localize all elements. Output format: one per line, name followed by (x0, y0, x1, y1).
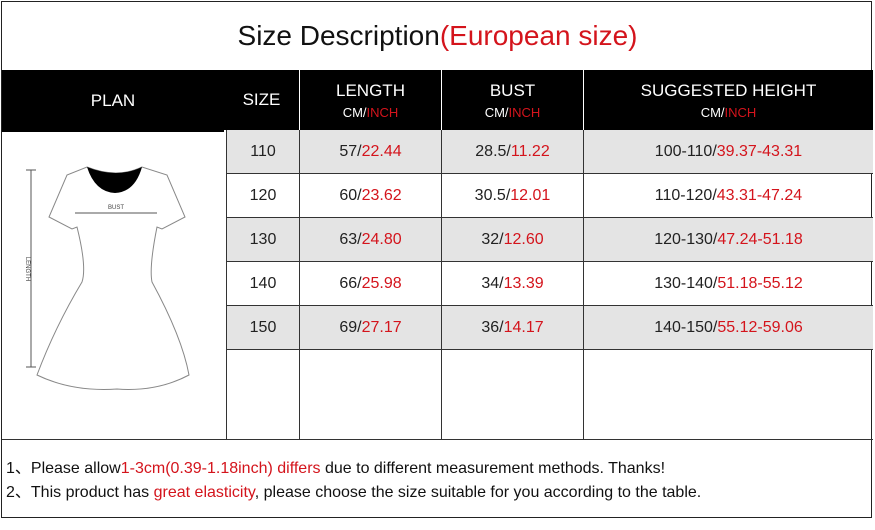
table-cell-size: 130 (226, 218, 299, 262)
cell-inch: 14.17 (503, 318, 544, 336)
table-cell-bust: 32/12.60 (441, 218, 583, 262)
table-cell-size: 110 (226, 130, 299, 174)
cell-inch: 22.44 (361, 142, 402, 160)
table-cell-height: 110-120/43.31-47.24 (583, 174, 873, 218)
size-chart: Size Description (European size) PLAN SIZ… (1, 1, 873, 518)
cell-cm: 110-120/ (654, 186, 717, 204)
bust-label: BUST (108, 205, 124, 211)
column-divider (583, 130, 584, 439)
cell-cm: 60/ (339, 186, 362, 204)
cell-cm: 120 (249, 186, 277, 204)
cell-inch: 23.62 (361, 186, 402, 204)
table-cell-height: 100-110/39.37-43.31 (583, 130, 873, 174)
cell-cm: 34/ (481, 274, 504, 292)
cell-cm: 100-110/ (654, 142, 717, 160)
table-cell-bust: 30.5/12.01 (441, 174, 583, 218)
unit-cm: CM/ (342, 104, 367, 120)
cell-cm: 150 (249, 318, 277, 336)
cell-inch: 12.01 (510, 186, 551, 204)
cell-cm: 63/ (339, 230, 362, 248)
cell-cm: 66/ (339, 274, 362, 292)
unit-cm: CM/ (484, 104, 509, 120)
cell-cm: 36/ (481, 318, 504, 336)
header-bust-unit: CM/INCH (485, 105, 541, 120)
dress-diagram: BUST LENGTH (24, 166, 190, 390)
cell-inch: 43.31-47.24 (716, 186, 803, 204)
header-bust-label: BUST (489, 80, 536, 100)
cell-cm: 110 (250, 142, 276, 160)
header-height-unit: CM/INCH (701, 105, 757, 120)
cell-cm: 28.5/ (475, 142, 511, 160)
table-cell-bust: 34/13.39 (441, 262, 583, 306)
note-accent: 1-3cm(0.39-1.18inch) differs (120, 460, 321, 477)
dress-outline (36, 166, 190, 390)
header-plan-label: PLAN (90, 91, 136, 110)
cell-inch: 11.22 (510, 142, 550, 160)
cell-cm: 120-130/ (654, 230, 718, 248)
notes: 1、Please allow1-3cm(0.39-1.18inch) diffe… (2, 439, 873, 505)
cell-cm: 130-140/ (654, 274, 718, 292)
cell-inch: 13.39 (503, 274, 544, 292)
column-divider (226, 130, 227, 439)
cell-cm: 130 (249, 230, 277, 248)
table-cell-length: 66/25.98 (299, 262, 441, 306)
cell-inch: 47.24-51.18 (717, 230, 803, 248)
header-length: LENGTH CM/INCH (299, 70, 441, 130)
unit-inch: INCH (724, 104, 757, 120)
title-main: Size Description (237, 20, 440, 51)
header-bust: BUST CM/INCH (441, 70, 583, 130)
note-accent: great elasticity (153, 484, 255, 501)
column-divider (441, 130, 442, 439)
cell-inch: 12.60 (503, 230, 544, 248)
cell-inch: 24.80 (361, 230, 402, 248)
cell-inch: 55.12-59.06 (717, 318, 803, 336)
header-length-label: LENGTH (336, 80, 405, 100)
cell-cm: 140 (249, 274, 277, 292)
length-label: LENGTH (24, 257, 30, 281)
table-cell-size: 150 (226, 306, 299, 350)
cell-cm: 69/ (339, 318, 362, 336)
table-cell-size: 120 (226, 174, 299, 218)
table-cell-length: 63/24.80 (299, 218, 441, 262)
table-cell-height: 140-150/55.12-59.06 (583, 306, 873, 350)
cell-inch: 51.18-55.12 (717, 274, 803, 292)
header-length-unit: CM/INCH (343, 105, 399, 120)
table-cell-length: 57/22.44 (299, 130, 441, 174)
note-text: , please choose the size suitable for yo… (254, 484, 702, 501)
cell-inch: 27.17 (361, 318, 402, 336)
header-plan: PLAN (2, 70, 224, 132)
header-size-label: SIZE (242, 90, 281, 109)
cell-cm: 140-150/ (654, 318, 718, 336)
table-cell-length: 60/23.62 (299, 174, 441, 218)
table-cell-height: 130-140/51.18-55.12 (583, 262, 873, 306)
header-height-label: SUGGESTED HEIGHT (640, 80, 817, 100)
cell-cm: 32/ (481, 230, 504, 248)
note-2: 2、This product has great elasticity, ple… (6, 481, 873, 505)
table-cell-height: 120-130/47.24-51.18 (583, 218, 873, 262)
unit-inch: INCH (366, 104, 399, 120)
dress-neckline (87, 167, 142, 193)
cell-cm: 57/ (339, 142, 362, 160)
column-divider (299, 130, 300, 439)
note-text: 1、Please allow (6, 460, 121, 477)
table-cell-length: 69/27.17 (299, 306, 441, 350)
chart-title: Size Description (European size) (2, 2, 873, 70)
cell-inch: 39.37-43.31 (716, 142, 803, 160)
cell-inch: 25.98 (361, 274, 402, 292)
unit-inch: INCH (508, 104, 541, 120)
note-1: 1、Please allow1-3cm(0.39-1.18inch) diffe… (6, 457, 873, 481)
table-cell-bust: 36/14.17 (441, 306, 583, 350)
unit-cm: CM/ (700, 104, 725, 120)
note-text: 2、This product has (6, 484, 154, 501)
table-cell-size: 140 (226, 262, 299, 306)
table-cell-bust: 28.5/11.22 (441, 130, 583, 174)
note-text: due to different measurement methods. Th… (320, 460, 666, 477)
header-height: SUGGESTED HEIGHT CM/INCH (583, 70, 873, 130)
title-accent: (European size) (439, 20, 638, 51)
header-size: SIZE (224, 70, 299, 130)
cell-cm: 30.5/ (474, 186, 511, 204)
